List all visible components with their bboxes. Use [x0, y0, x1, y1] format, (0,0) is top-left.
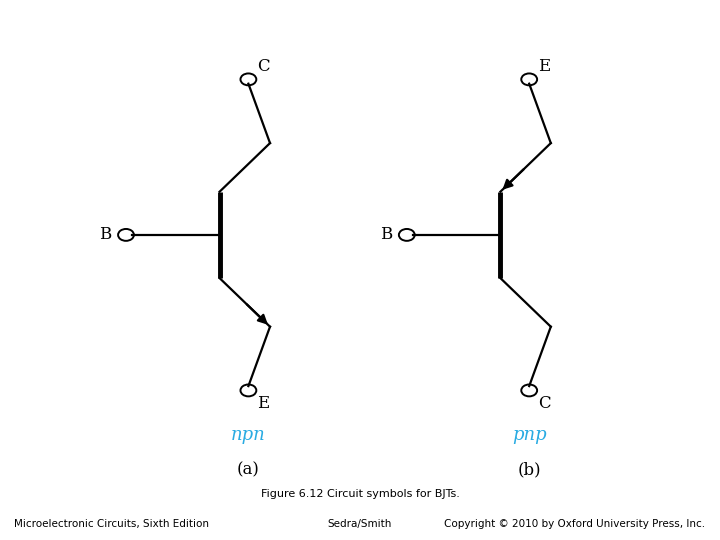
Text: npn: npn — [231, 426, 266, 444]
Text: C: C — [538, 395, 551, 412]
Text: Sedra/Smith: Sedra/Smith — [328, 519, 392, 529]
Text: E: E — [538, 58, 550, 75]
Text: C: C — [257, 58, 270, 75]
Text: E: E — [257, 395, 269, 412]
Text: (b): (b) — [518, 461, 541, 478]
Text: pnp: pnp — [512, 426, 546, 444]
Text: Copyright © 2010 by Oxford University Press, Inc.: Copyright © 2010 by Oxford University Pr… — [444, 519, 706, 529]
Text: Microelectronic Circuits, Sixth Edition: Microelectronic Circuits, Sixth Edition — [14, 519, 210, 529]
Text: B: B — [99, 226, 112, 244]
Text: Figure 6.12 Circuit symbols for BJTs.: Figure 6.12 Circuit symbols for BJTs. — [261, 489, 459, 499]
Text: B: B — [380, 226, 392, 244]
Text: (a): (a) — [237, 461, 260, 478]
